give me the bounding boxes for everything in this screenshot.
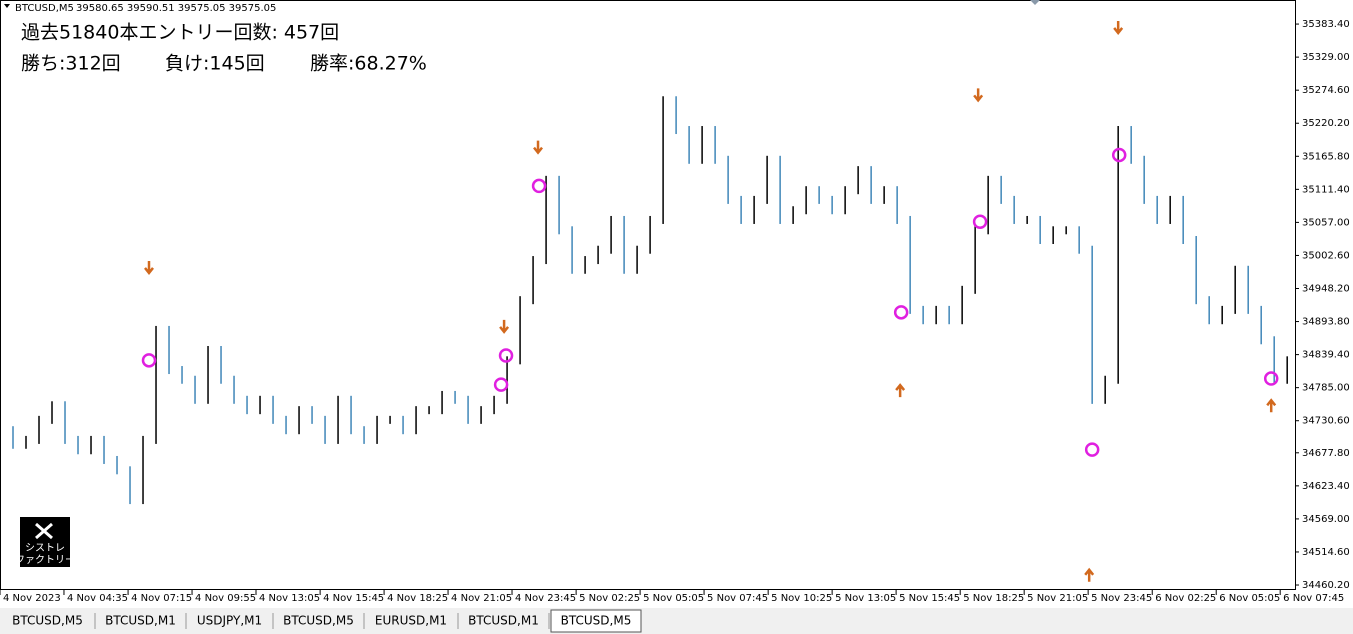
y-tick-label: 35111.40 (1302, 184, 1350, 195)
x-tick-label: 5 Nov 15:45 (899, 593, 960, 604)
plot-border (0, 0, 1296, 590)
y-tick-label: 35329.00 (1302, 52, 1350, 63)
buy-arrow (1266, 398, 1277, 413)
x-tick-label: 5 Nov 21:05 (1027, 593, 1088, 604)
y-tick-label: 34730.60 (1302, 416, 1350, 427)
x-tick-label: 4 Nov 13:05 (259, 593, 320, 604)
x-tick-label: 5 Nov 23:45 (1091, 593, 1152, 604)
tab[interactable]: BTCUSD,M5 (12, 614, 83, 628)
entry-count: 過去51840本エントリー回数: 457回 (21, 22, 339, 44)
tab-bar (0, 608, 1353, 634)
losses: 負け:145回 (165, 53, 265, 75)
entry-marker (493, 377, 509, 392)
entry-marker (498, 348, 514, 363)
y-tick-label: 35274.60 (1302, 85, 1350, 96)
symbol: BTCUSD,M5 (15, 3, 74, 14)
x-tick-label: 5 Nov 02:25 (579, 593, 640, 604)
entry-marker (972, 214, 988, 230)
buy-arrow (1084, 567, 1095, 582)
y-tick-label: 35057.00 (1302, 217, 1350, 228)
buy-arrow (895, 383, 906, 398)
tab[interactable]: BTCUSD,M5 (561, 614, 632, 628)
y-tick-label: 34677.80 (1302, 448, 1350, 459)
tab[interactable]: BTCUSD,M1 (105, 614, 176, 628)
tab[interactable]: BTCUSD,M5 (283, 614, 354, 628)
logo-text: シストレ (25, 543, 65, 554)
x-tick-label: 4 Nov 07:15 (131, 593, 192, 604)
entry-marker (531, 178, 547, 194)
wins: 勝ち:312回 (21, 53, 121, 75)
x-tick-label: 5 Nov 05:05 (643, 593, 704, 604)
y-tick-label: 34623.40 (1302, 481, 1350, 492)
x-tick-label: 4 Nov 23:45 (515, 593, 576, 604)
y-tick-label: 35383.40 (1302, 19, 1350, 30)
x-tick-label: 6 Nov 05:05 (1219, 593, 1280, 604)
tab[interactable]: EURUSD,M1 (375, 614, 447, 628)
logo (20, 517, 70, 567)
sell-arrow (144, 260, 154, 275)
x-tick-label: 5 Nov 07:45 (707, 593, 768, 604)
tabs: BTCUSD,M5 BTCUSD,M1 USDJPY,M1 BTCUSD,M5 EURU… (12, 609, 642, 633)
shift-marker (1030, 0, 1040, 5)
sell-arrow (1113, 20, 1124, 35)
y-tick-label: 35165.80 (1302, 151, 1350, 162)
y-tick-label: 34460.20 (1302, 580, 1350, 591)
x-tick-label: 5 Nov 10:25 (771, 593, 832, 604)
y-tick-label: 35220.20 (1302, 118, 1350, 129)
win-rate: 勝率:68.27% (310, 53, 427, 75)
entry-marker (1111, 147, 1127, 163)
entry-marker (141, 353, 157, 368)
logo-text: ファクトリー (15, 554, 75, 566)
x-tick-label: 6 Nov 07:45 (1283, 593, 1344, 604)
logo-icon (35, 522, 53, 540)
x-tick-label: 4 Nov 2023 (3, 593, 61, 604)
entry-marker (1263, 371, 1279, 386)
y-tick-label: 34514.60 (1302, 547, 1350, 558)
y-tick-label: 35002.60 (1302, 250, 1350, 261)
tab[interactable]: USDJPY,M1 (197, 614, 262, 628)
tab-active (550, 609, 642, 633)
tab[interactable]: BTCUSD,M1 (468, 614, 539, 628)
sell-arrow (499, 319, 510, 334)
y-tick-label: 34569.00 (1302, 514, 1350, 525)
x-tick-label: 4 Nov 04:35 (67, 593, 128, 604)
sell-arrow (533, 140, 543, 155)
x-tick-label: 5 Nov 13:05 (835, 593, 896, 604)
x-tick-label: 4 Nov 18:25 (387, 593, 448, 604)
entry-marker (893, 305, 909, 320)
x-tick-label: 4 Nov 15:45 (323, 593, 384, 604)
sell-arrow (973, 88, 984, 103)
y-tick-label: 34893.80 (1302, 317, 1350, 328)
y-tick-label: 34839.40 (1302, 350, 1350, 361)
entry-marker (1084, 442, 1100, 457)
menu-triangle (4, 4, 10, 8)
y-tick-label: 34785.00 (1302, 383, 1350, 394)
x-tick-label: 4 Nov 09:55 (195, 593, 256, 604)
ohlc-prices: 39580.65 39590.51 39575.05 39575.05 (76, 3, 276, 14)
y-tick-label: 34948.20 (1302, 283, 1350, 294)
x-tick-label: 5 Nov 18:25 (963, 593, 1024, 604)
x-tick-label: 6 Nov 02:25 (1155, 593, 1216, 604)
x-tick-label: 4 Nov 21:05 (451, 593, 512, 604)
